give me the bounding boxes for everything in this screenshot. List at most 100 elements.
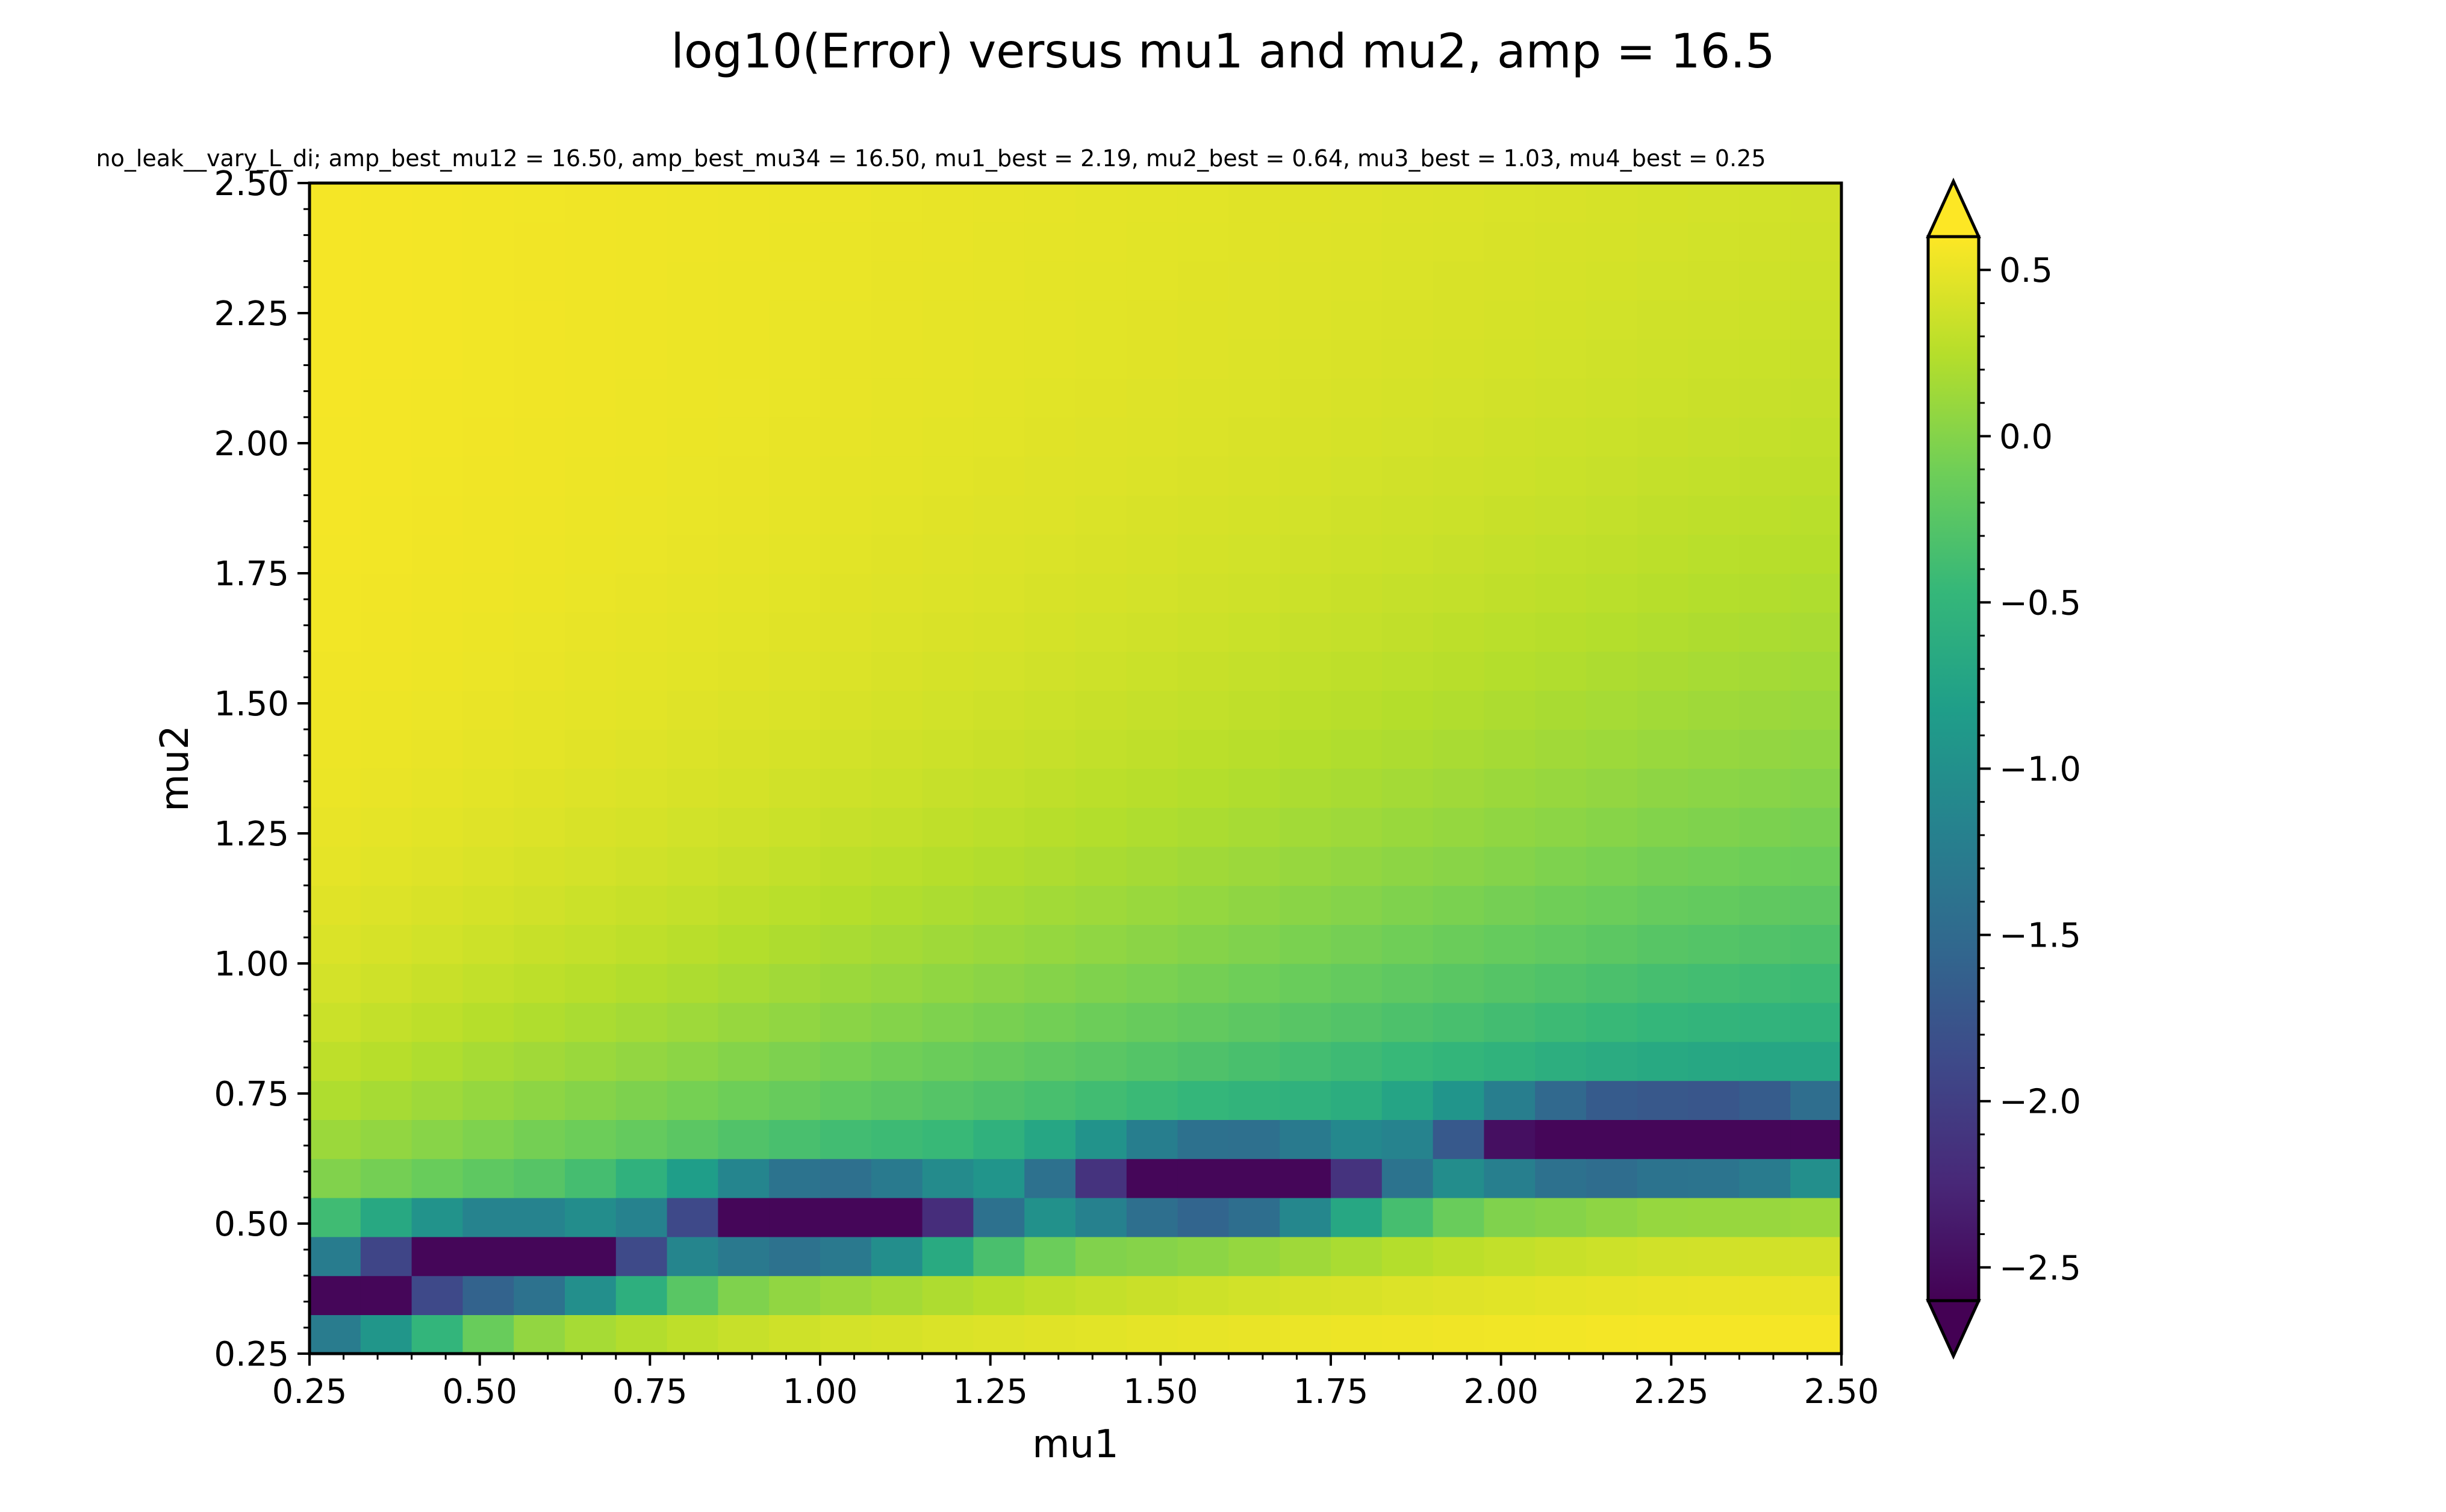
x-axis-label: mu1	[1032, 1422, 1119, 1467]
heatmap-cell	[310, 1119, 361, 1159]
y-axis: 0.25 0.50 0.75 1.00 1.25 1.50 1.75 2.00 2.25 2.50	[214, 164, 310, 1374]
heatmap-cell	[514, 261, 565, 301]
heatmap-cell	[615, 222, 668, 262]
x-axis: 0.25 0.50 0.75 1.00 1.25 1.50 1.75 2.00 2.25 2.50	[272, 1354, 1879, 1411]
heatmap-cell	[514, 612, 565, 652]
heatmap-cell	[1433, 300, 1485, 340]
heatmap-cell	[820, 1002, 872, 1042]
heatmap-cell	[1280, 300, 1331, 340]
heatmap-cell	[411, 729, 464, 769]
heatmap-cell	[462, 1275, 514, 1315]
heatmap-cell	[922, 1002, 974, 1042]
heatmap-cell	[820, 495, 872, 535]
heatmap-cell	[1637, 417, 1689, 457]
heatmap-cell	[1381, 1119, 1434, 1159]
heatmap-cell	[769, 1159, 821, 1198]
heatmap-cell	[922, 1197, 974, 1237]
heatmap-cell	[462, 729, 514, 769]
heatmap-cell	[871, 807, 923, 847]
heatmap-cell	[820, 261, 872, 301]
heatmap-cell	[514, 573, 565, 613]
heatmap-cell	[360, 261, 412, 301]
heatmap-cell	[411, 573, 464, 613]
heatmap-cell	[1484, 1002, 1536, 1042]
heatmap-cell	[1280, 456, 1331, 496]
heatmap-cell	[462, 768, 514, 808]
heatmap-cell	[1484, 183, 1536, 223]
heatmap-cell	[1484, 573, 1536, 613]
heatmap-cell	[360, 690, 412, 730]
heatmap-cell	[411, 651, 464, 691]
heatmap-cell	[565, 378, 617, 418]
heatmap-cell	[769, 261, 821, 301]
heatmap-cell	[1126, 261, 1178, 301]
heatmap-cell	[1331, 1159, 1383, 1198]
heatmap-cell	[973, 417, 1025, 457]
heatmap-cell	[922, 1080, 974, 1120]
heatmap-cell	[1381, 1080, 1434, 1120]
heatmap-cell	[1075, 729, 1127, 769]
heatmap-cell	[360, 885, 412, 925]
heatmap-cell	[1586, 183, 1638, 223]
heatmap-cell	[973, 339, 1025, 379]
heatmap-cell	[922, 807, 974, 847]
heatmap-cell	[769, 1236, 821, 1277]
heatmap-cell	[310, 183, 361, 223]
heatmap-cell	[973, 1314, 1025, 1354]
heatmap-cell	[310, 1275, 361, 1315]
heatmap-cell	[820, 651, 872, 691]
heatmap-cell	[462, 1236, 514, 1277]
y-axis-label: mu2	[153, 725, 198, 812]
x-tick-label: 2.50	[1804, 1372, 1879, 1411]
heatmap-cell	[1177, 690, 1230, 730]
heatmap-cell	[1535, 807, 1587, 847]
heatmap-cell	[1126, 729, 1178, 769]
heatmap-cell	[514, 183, 565, 223]
x-tick-label: 1.00	[783, 1372, 858, 1411]
heatmap-cell	[1381, 222, 1434, 262]
heatmap-cell	[1381, 1041, 1434, 1081]
heatmap-cell	[360, 846, 412, 886]
heatmap-cell	[922, 651, 974, 691]
heatmap-cell	[973, 885, 1025, 925]
heatmap-cell	[667, 261, 719, 301]
heatmap-cell	[514, 1041, 565, 1081]
heatmap-cell	[973, 1041, 1025, 1081]
heatmap-cell	[1586, 729, 1638, 769]
heatmap-cell	[1637, 456, 1689, 496]
heatmap-cell	[514, 651, 565, 691]
heatmap-cell	[1177, 183, 1230, 223]
heatmap-cell	[1637, 807, 1689, 847]
heatmap-cell	[615, 768, 668, 808]
heatmap-cell	[1433, 1159, 1485, 1198]
heatmap-cell	[1586, 807, 1638, 847]
heatmap-cell	[667, 963, 719, 1003]
heatmap-cell	[565, 846, 617, 886]
colorbar-tick-label: −2.0	[1999, 1083, 2081, 1122]
heatmap-cell	[1433, 573, 1485, 613]
heatmap-cell	[922, 1314, 974, 1354]
heatmap-cell	[820, 573, 872, 613]
heatmap-cell	[360, 1275, 412, 1315]
heatmap-cell	[1381, 495, 1434, 535]
heatmap-cell	[1535, 456, 1587, 496]
heatmap-cell	[615, 1080, 668, 1120]
heatmap-cell	[820, 378, 872, 418]
heatmap-cell	[615, 339, 668, 379]
heatmap-cell	[1535, 1275, 1587, 1315]
heatmap-cell	[462, 846, 514, 886]
heatmap-cell	[615, 612, 668, 652]
heatmap-cell	[718, 1080, 770, 1120]
heatmap-cell	[1637, 690, 1689, 730]
heatmap-cell	[565, 1236, 617, 1277]
heatmap-cell	[310, 495, 361, 535]
heatmap-cell	[718, 651, 770, 691]
heatmap-cell	[1433, 534, 1485, 574]
heatmap-cell	[1126, 807, 1178, 847]
heatmap-cell	[1433, 1197, 1485, 1237]
heatmap-cell	[769, 339, 821, 379]
heatmap-cell	[1331, 963, 1383, 1003]
heatmap-cell	[973, 1002, 1025, 1042]
heatmap-cell	[1381, 651, 1434, 691]
heatmap-cell	[1739, 300, 1791, 340]
